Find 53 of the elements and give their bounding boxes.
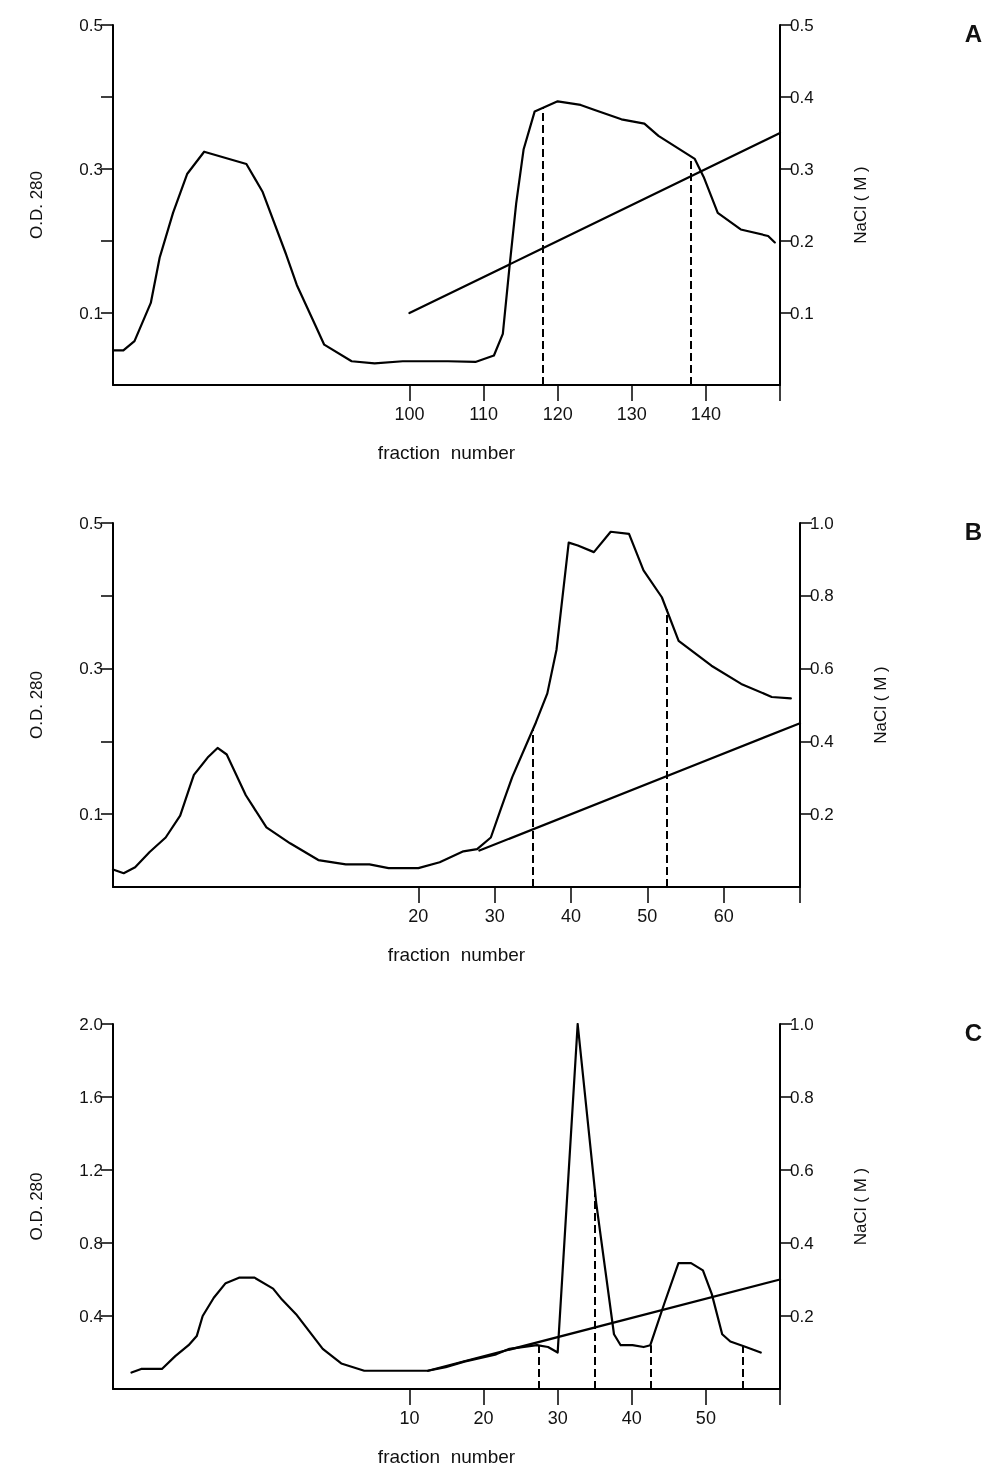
y-tick-label: 0.3 <box>79 159 103 179</box>
y2-tick-label: 0.2 <box>810 804 834 824</box>
y2-tick-label: 0.8 <box>790 1087 814 1107</box>
text: A <box>964 19 983 47</box>
y2-tick-label: 0.3 <box>790 159 814 179</box>
y-tick-label: 2.0 <box>79 1014 103 1034</box>
y2-axis-title: NaCl ( M ) <box>851 166 870 244</box>
x-tick-label: 100 <box>394 404 425 424</box>
y2-tick-label: 0.4 <box>790 1233 814 1253</box>
x-tick-label: 110 <box>469 404 498 424</box>
y2-tick-label: 0.8 <box>810 586 834 606</box>
text: C <box>964 1018 983 1046</box>
y-axis-title: O.D. 280 <box>27 170 46 240</box>
x-tick-label: 20 <box>408 906 429 926</box>
y2-tick-label: 1.0 <box>810 513 834 533</box>
y2-tick-label: 1.0 <box>790 1014 814 1034</box>
y-axis-title: O.D. 280 <box>27 670 46 740</box>
x-tick-label: 50 <box>637 906 658 926</box>
x-axis-title: fraction number <box>377 442 516 463</box>
y2-axis-title: NaCl ( M ) <box>871 666 890 744</box>
y2-axis-title: NaCl ( M ) <box>851 1167 870 1246</box>
x-tick-label: 40 <box>560 906 582 926</box>
x-tick-label: 30 <box>547 1408 568 1428</box>
y-axis-title: O.D. 280 <box>27 1172 46 1241</box>
y-tick-label: 0.1 <box>79 303 103 323</box>
y-tick-label: 0.5 <box>79 513 103 533</box>
x-tick-label: 120 <box>542 404 573 424</box>
x-tick-label: 10 <box>399 1408 420 1428</box>
y2-tick-label: 0.1 <box>790 303 814 323</box>
y2-tick-label: 0.6 <box>790 1160 814 1180</box>
y2-tick-label: 0.6 <box>810 659 834 679</box>
x-tick-label: 60 <box>713 906 734 926</box>
text: B <box>964 517 983 545</box>
x-axis-title: fraction number <box>387 944 526 965</box>
y2-tick-label: 0.5 <box>790 15 814 35</box>
y-tick-label: 0.5 <box>79 15 103 35</box>
x-tick-label: 50 <box>695 1408 716 1428</box>
x-tick-label: 140 <box>690 404 721 424</box>
y-tick-label: 0.8 <box>79 1233 103 1253</box>
y2-tick-label: 0.2 <box>790 1306 814 1326</box>
x-tick-label: 40 <box>621 1408 642 1428</box>
x-tick-label: 20 <box>473 1408 494 1428</box>
x-axis-title: fraction number <box>377 1446 516 1467</box>
y-tick-label: 0.4 <box>79 1306 103 1326</box>
x-tick-label: 30 <box>484 906 505 926</box>
y2-tick-label: 0.2 <box>790 231 814 251</box>
y-tick-label: 0.3 <box>79 659 103 679</box>
x-tick-label: 130 <box>616 404 647 424</box>
y2-tick-label: 0.4 <box>810 731 834 751</box>
y-tick-label: 1.6 <box>79 1087 103 1107</box>
y-tick-label: 1.2 <box>79 1160 103 1180</box>
y-tick-label: 0.1 <box>79 804 103 824</box>
y2-tick-label: 0.4 <box>790 87 814 107</box>
